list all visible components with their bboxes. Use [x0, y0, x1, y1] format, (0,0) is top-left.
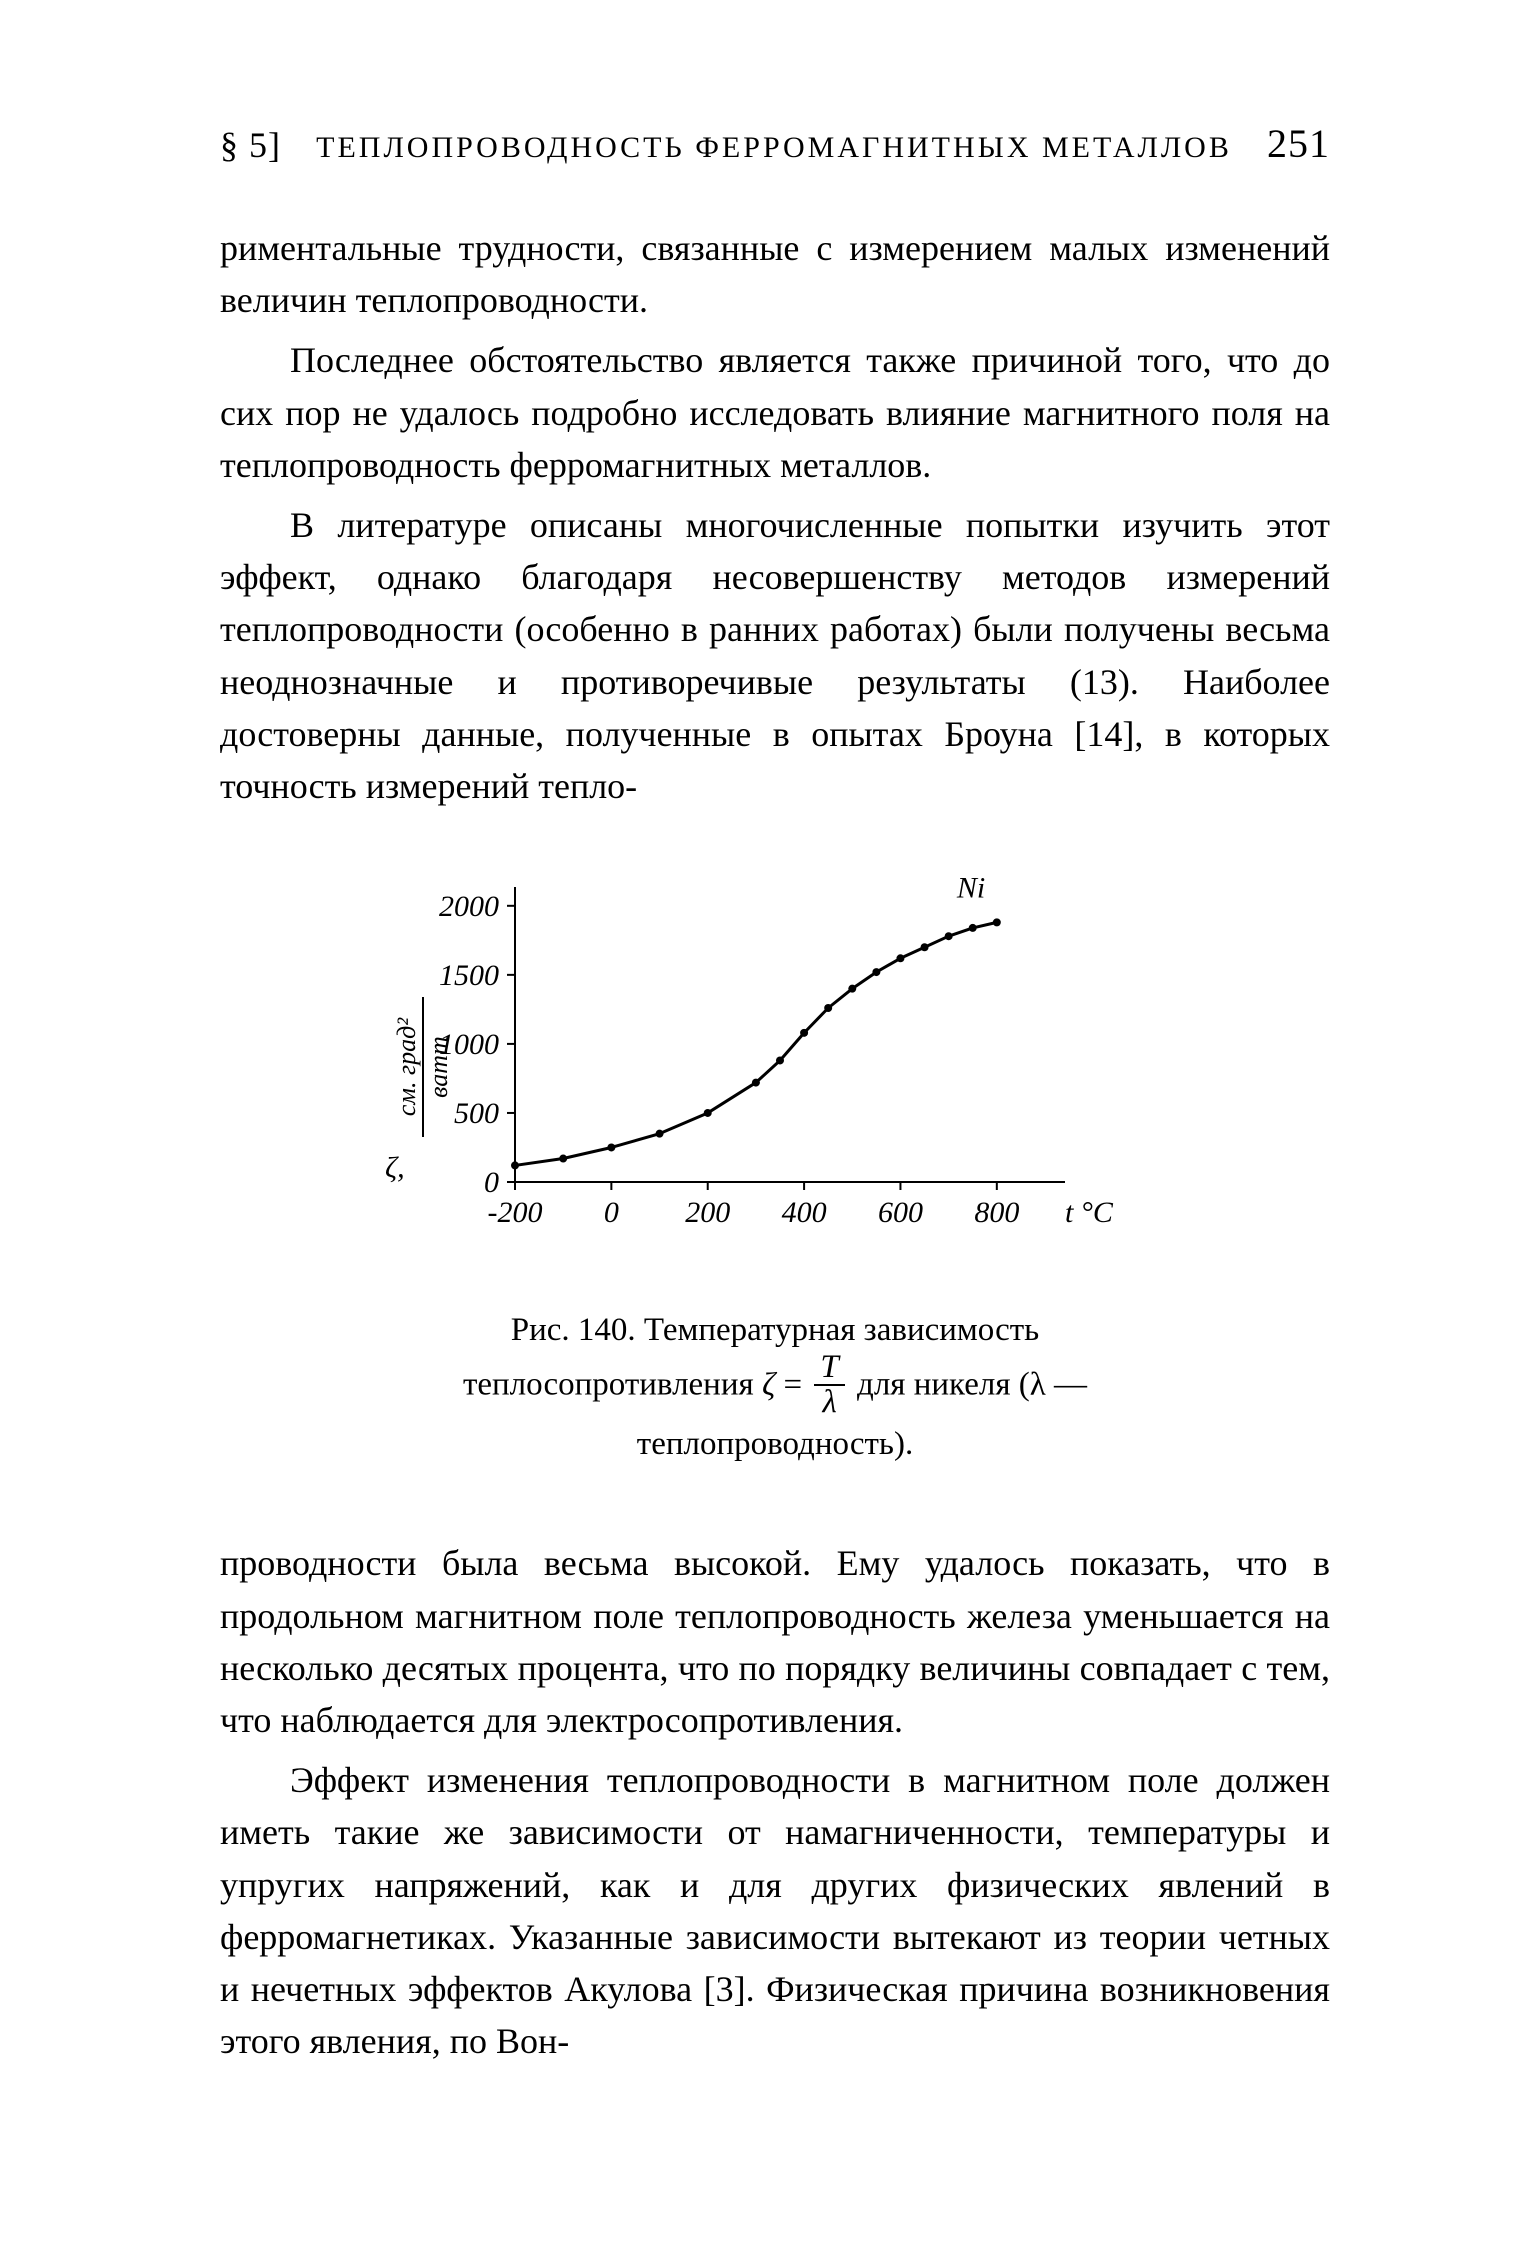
section-marker: § 5]: [220, 124, 281, 166]
svg-text:0: 0: [484, 1166, 499, 1199]
caption-mid: для никеля: [857, 1367, 1019, 1403]
svg-text:600: 600: [878, 1196, 923, 1229]
caption-frac-num: T: [814, 1351, 844, 1386]
caption-frac-den: λ: [814, 1386, 844, 1419]
svg-text:t °C: t °C: [1065, 1196, 1114, 1229]
svg-text:1500: 1500: [439, 959, 499, 992]
svg-text:0: 0: [604, 1196, 619, 1229]
figure-140: 0500100015002000-2000200400600800t °Cζ,с…: [220, 872, 1330, 1467]
svg-text:Ni: Ni: [956, 872, 985, 904]
svg-text:см. град²: см. град²: [392, 1017, 421, 1116]
svg-text:ватт: ватт: [424, 1036, 453, 1098]
caption-zeta: ζ: [762, 1367, 775, 1403]
figure-svg: 0500100015002000-2000200400600800t °Cζ,с…: [365, 872, 1185, 1272]
paragraph-1: риментальные трудности, связанные с изме…: [220, 222, 1330, 326]
svg-text:800: 800: [974, 1196, 1019, 1229]
page: § 5] ТЕПЛОПРОВОДНОСТЬ ФЕРРОМАГНИТНЫХ МЕТ…: [0, 0, 1513, 2244]
svg-text:2000: 2000: [439, 890, 499, 923]
paragraph-3: В литературе описаны многочисленные попы…: [220, 499, 1330, 812]
caption-fraction: T λ: [814, 1351, 844, 1419]
paragraph-4: проводности была весьма высокой. Ему уда…: [220, 1537, 1330, 1746]
paragraph-2: Последнее обстоятельство является также …: [220, 334, 1330, 491]
svg-text:ζ,: ζ,: [385, 1151, 405, 1184]
svg-text:200: 200: [685, 1196, 730, 1229]
svg-text:400: 400: [782, 1196, 827, 1229]
paragraph-5: Эффект изменения теплопроводности в магн…: [220, 1754, 1330, 2067]
svg-text:-200: -200: [488, 1196, 543, 1229]
page-number: 251: [1267, 120, 1330, 167]
running-title: ТЕПЛОПРОВОДНОСТЬ ФЕРРОМАГНИТНЫХ МЕТАЛЛОВ: [301, 131, 1247, 165]
running-head: § 5] ТЕПЛОПРОВОДНОСТЬ ФЕРРОМАГНИТНЫХ МЕТ…: [220, 120, 1330, 167]
figure-caption: Рис. 140. Температурная зависимость тепл…: [395, 1307, 1155, 1467]
svg-text:500: 500: [454, 1097, 499, 1130]
caption-equals: =: [775, 1367, 810, 1403]
content-column: § 5] ТЕПЛОПРОВОДНОСТЬ ФЕРРОМАГНИТНЫХ МЕТ…: [220, 120, 1330, 2075]
figure-svg-wrap: 0500100015002000-2000200400600800t °Cζ,с…: [365, 872, 1185, 1277]
